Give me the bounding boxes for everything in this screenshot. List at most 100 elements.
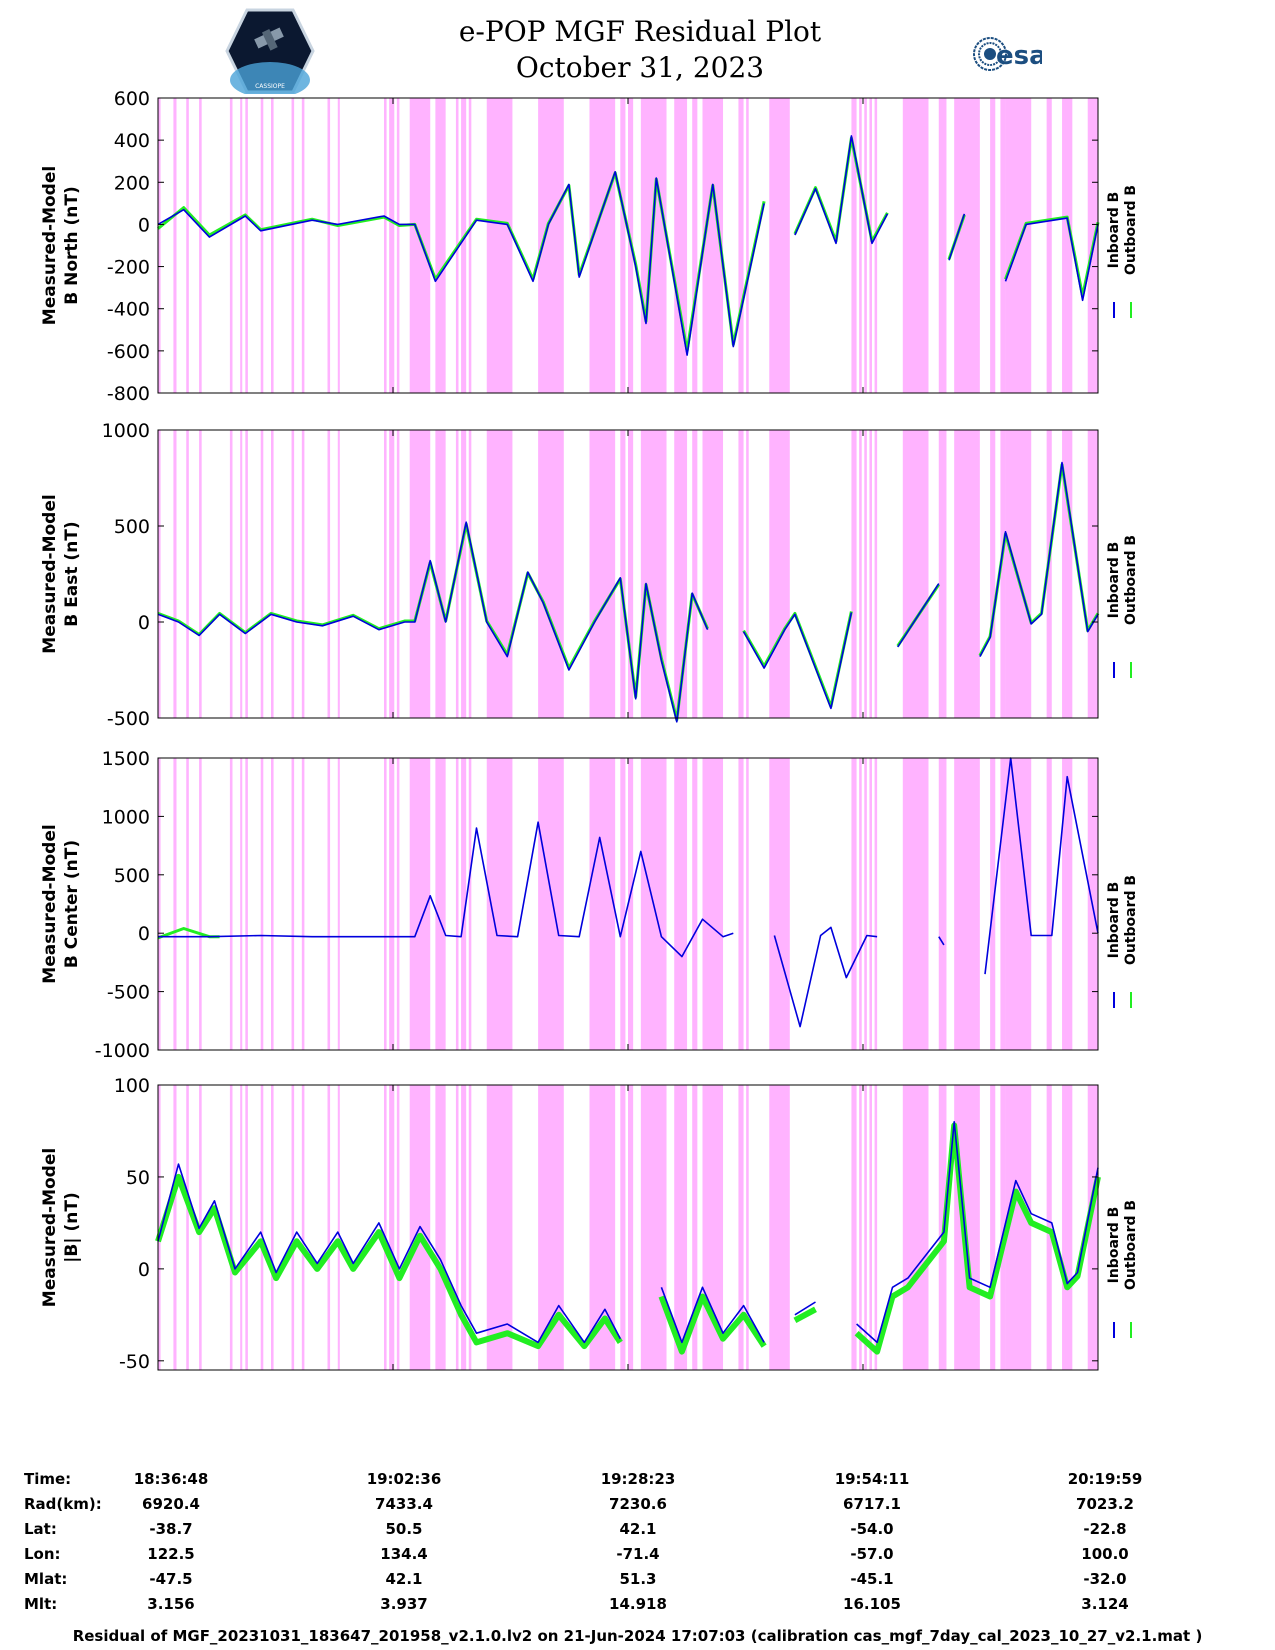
ephem-cell: -47.5 xyxy=(149,1570,193,1588)
shade-span xyxy=(260,430,264,718)
shade-span xyxy=(240,430,243,718)
legend-label: Outboard B xyxy=(1123,185,1139,275)
shade-span xyxy=(384,758,387,1050)
shade-span xyxy=(1046,1085,1052,1370)
panel-3: -50 0 50 100 Measured-Model |B| (nT) Inboard B… xyxy=(40,1075,1139,1373)
shade-span xyxy=(468,430,472,718)
shade-span xyxy=(461,430,467,718)
y-tick-label: -600 xyxy=(107,341,150,363)
y-tick-label: 100 xyxy=(114,1075,150,1097)
y-tick-label: -400 xyxy=(107,299,150,321)
series-line-inboard xyxy=(157,135,1099,356)
shade-span xyxy=(674,98,688,393)
y-tick-label: -200 xyxy=(107,257,150,279)
y-tick-label: 0 xyxy=(138,214,150,236)
shade-span xyxy=(291,1085,295,1370)
shade-span xyxy=(954,98,980,393)
shade-span xyxy=(271,98,274,393)
ephem-cell: -54.0 xyxy=(850,1520,894,1538)
shade-span xyxy=(702,430,724,718)
esa-logo-text: esa xyxy=(996,41,1042,71)
shade-span xyxy=(455,758,459,1050)
ephem-cell: -45.1 xyxy=(850,1570,894,1588)
shade-span xyxy=(486,1085,513,1370)
shade-span xyxy=(389,98,395,393)
shade-span xyxy=(186,430,189,718)
shade-span xyxy=(589,430,616,718)
ephem-cell: 19:02:36 xyxy=(366,1470,442,1488)
shade-span xyxy=(337,430,340,718)
shade-span xyxy=(864,1085,867,1370)
shade-span xyxy=(271,758,274,1050)
ephem-cell: 6717.1 xyxy=(843,1495,901,1513)
shade-span xyxy=(186,98,189,393)
ephem-cell: -57.0 xyxy=(850,1545,894,1563)
ephem-cell: 7433.4 xyxy=(375,1495,433,1513)
shade-span xyxy=(902,1085,929,1370)
shade-span xyxy=(851,98,857,393)
ephem-cell: 42.1 xyxy=(619,1520,657,1538)
ephem-label-mlat: Mlat: xyxy=(24,1570,68,1588)
shade-span xyxy=(738,1085,744,1370)
y-axis-label: |B| (nT) xyxy=(62,1192,82,1263)
shade-span xyxy=(327,98,331,393)
legend-label: Inboard B xyxy=(1106,882,1122,959)
shade-span xyxy=(938,430,947,718)
shade-span xyxy=(435,1085,446,1370)
shade-span xyxy=(301,1085,305,1370)
shade-span xyxy=(1087,1085,1098,1370)
ephem-cell: -32.0 xyxy=(1083,1570,1127,1588)
ephem-cell: 134.4 xyxy=(380,1545,428,1563)
shade-span xyxy=(1046,430,1052,718)
shade-span xyxy=(674,758,688,1050)
shade-span xyxy=(186,1085,189,1370)
shade-span xyxy=(396,758,400,1050)
shade-span xyxy=(692,1085,698,1370)
shade-span xyxy=(327,430,331,718)
shade-span xyxy=(1046,98,1052,393)
y-axis-label: Measured-Model xyxy=(40,166,60,325)
shade-span xyxy=(337,98,340,393)
shade-span xyxy=(869,98,872,393)
shade-span xyxy=(738,430,744,718)
charts-area: -800 -600 -400 -200 0 200 400 600 Measured-Model… xyxy=(40,88,1139,1373)
shade-span xyxy=(864,430,867,718)
ephem-cell: 122.5 xyxy=(147,1545,195,1563)
shade-span xyxy=(1000,430,1006,718)
shade-span xyxy=(199,430,202,718)
shade-span xyxy=(435,98,446,393)
shade-span xyxy=(738,758,744,1050)
shade-span xyxy=(620,98,626,393)
shade-span xyxy=(746,1085,749,1370)
esa-logo: esa xyxy=(973,37,1042,71)
shade-span xyxy=(746,758,749,1050)
shade-span xyxy=(396,98,400,393)
shade-span xyxy=(954,758,980,1050)
shade-span xyxy=(874,98,878,393)
shade-span xyxy=(692,430,698,718)
panel-0: -800 -600 -400 -200 0 200 400 600 Measured-Model… xyxy=(40,88,1139,405)
ephem-cell: 16.105 xyxy=(843,1595,901,1613)
shade-span xyxy=(245,98,248,393)
y-axis-label: B East (nT) xyxy=(62,521,82,626)
shade-span xyxy=(435,430,446,718)
shade-span xyxy=(229,430,233,718)
y-tick-label: -800 xyxy=(107,383,150,405)
ephem-label-mlt: Mlt: xyxy=(24,1595,58,1613)
series-line-outboard xyxy=(155,1122,1101,1355)
ephem-cell: 3.124 xyxy=(1081,1595,1129,1613)
shade-span xyxy=(240,758,243,1050)
shade-span xyxy=(628,758,634,1050)
shade-span xyxy=(240,1085,243,1370)
shade-span xyxy=(990,1085,996,1370)
shade-span xyxy=(902,98,929,393)
cassiope-logo-text: CASSIOPE xyxy=(255,83,285,90)
legend-label: Inboard B xyxy=(1106,1207,1122,1284)
shade-span xyxy=(468,1085,472,1370)
shade-span xyxy=(327,758,331,1050)
footer-caption: Residual of MGF_20231031_183647_201958_v… xyxy=(72,1627,1203,1645)
shade-span xyxy=(409,758,431,1050)
shade-span xyxy=(954,430,980,718)
series-line-inboard xyxy=(157,461,1099,723)
shade-span xyxy=(461,758,467,1050)
